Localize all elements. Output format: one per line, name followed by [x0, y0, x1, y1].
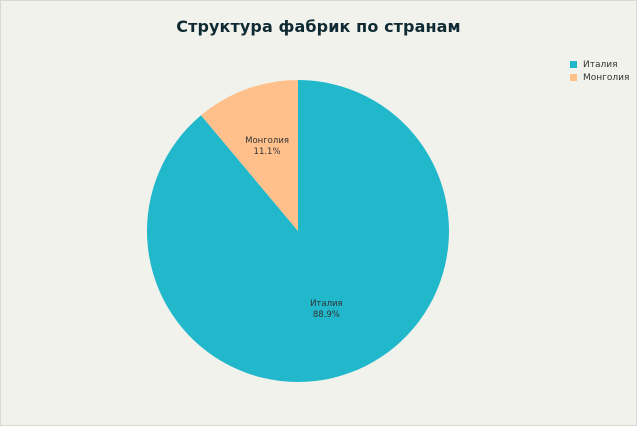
- legend-item-mongolia[interactable]: Монголия: [570, 71, 629, 84]
- legend: Италия Монголия: [570, 58, 629, 84]
- legend-item-italy[interactable]: Италия: [570, 58, 629, 71]
- legend-swatch-mongolia: [570, 74, 577, 81]
- chart-title: Структура фабрик по странам: [176, 17, 461, 36]
- legend-swatch-italy: [570, 61, 577, 68]
- slice-value-mongolia: 11.1%: [254, 147, 281, 157]
- slice-label-italy: Италия: [310, 299, 343, 309]
- pie-slice-mongolia[interactable]: [201, 80, 298, 231]
- legend-label-italy: Италия: [583, 59, 618, 70]
- legend-label-mongolia: Монголия: [583, 72, 630, 83]
- slice-value-italy: 88.9%: [313, 310, 340, 320]
- slice-label-mongolia: Монголия: [245, 136, 289, 146]
